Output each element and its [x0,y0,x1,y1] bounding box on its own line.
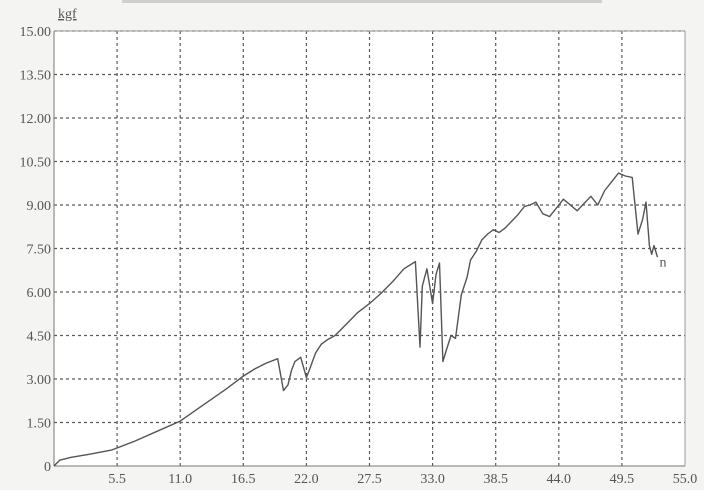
y-tick-label: 12.00 [20,112,52,127]
x-tick-labels: 5.5 11.0 16.5 22.0 27.5 33.0 38.5 44.0 49.5 55.0 [108,472,698,487]
y-tick-label: 1.50 [27,417,52,432]
x-tick-label: 16.5 [231,472,256,485]
y-tick-label: 13.50 [20,69,52,84]
x-tick-label: 38.5 [483,472,508,485]
y-tick-label: 4.50 [27,330,52,345]
x-tick-label: 55.0 [673,472,698,485]
y-tick-label: 10.50 [20,156,52,171]
top-bar-remnant [122,0,602,3]
x-tick-label: 44.0 [547,472,572,485]
force-curve-line [53,172,659,467]
series-group [53,172,659,467]
grid [54,30,685,466]
y-tick-label: 0 [44,460,51,475]
y-tick-label: 15.00 [20,25,52,40]
x-tick-label: 49.5 [610,472,635,485]
y-axis-label: kgf [58,7,77,22]
annotation-label: n [659,255,666,270]
x-tick-label: 5.5 [108,472,126,485]
x-tick-label: 33.0 [420,472,445,485]
y-tick-label: 9.00 [27,199,52,214]
y-tick-label: 3.00 [27,373,52,388]
y-tick-label: 6.00 [27,286,52,301]
x-tick-label: 22.0 [294,472,319,485]
x-tick-label: 11.0 [168,472,192,485]
x-tick-label: 27.5 [357,472,382,485]
y-tick-labels: 0 1.50 3.00 4.50 6.00 7.50 9.00 10.50 12.00 13.50… [20,25,52,475]
y-tick-label: 7.50 [27,243,52,258]
